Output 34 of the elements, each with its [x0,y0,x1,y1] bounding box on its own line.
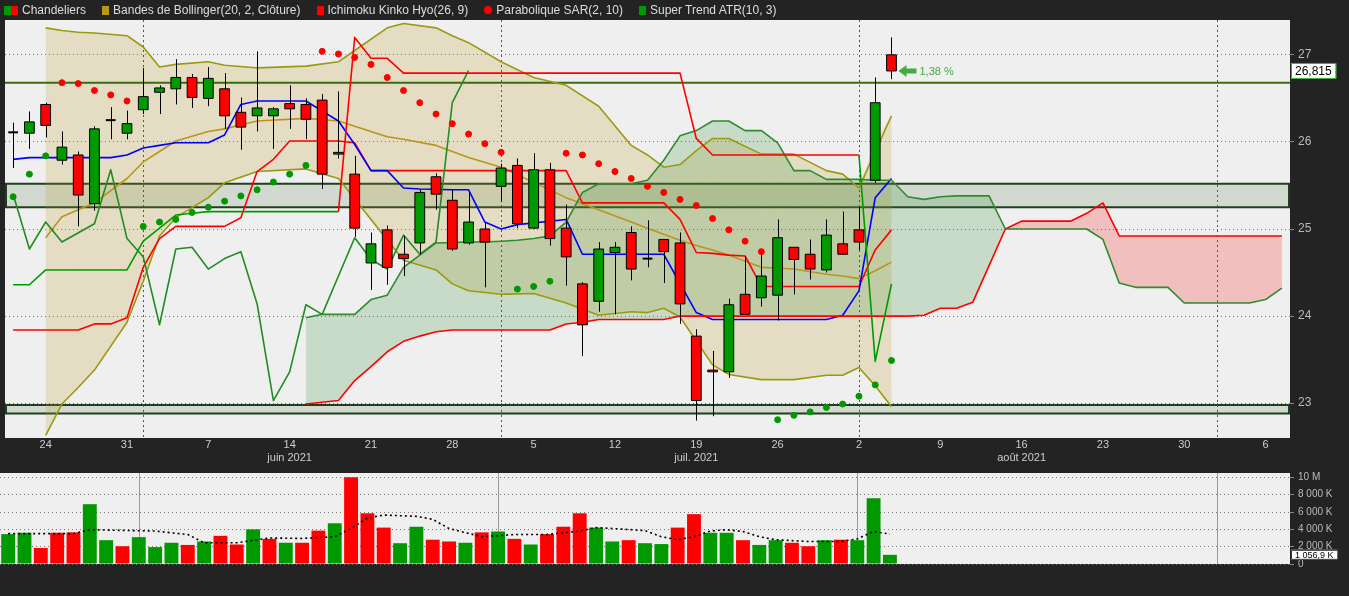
y-tick-label: 4 000 K [1298,523,1333,535]
y-tick-label: 6 000 K [1298,505,1333,517]
x-tick-label: 7 [205,438,212,451]
x-tick-label: 2 [855,438,863,451]
x-tick-label: 23 [1096,438,1110,451]
x-tick-label: 19 juil. 2021 [673,438,719,464]
x-tick-label: 21 [364,438,378,451]
y-tick-label: 24 [1298,308,1312,323]
text: 1 056,9 K [1295,549,1334,560]
y-tick-label: 8 000 K [1298,488,1333,500]
legend-label: Chandeliers [22,3,87,17]
x-tick-label: 12 [608,438,622,451]
x-tick-label: 16 août 2021 [997,438,1047,464]
x-tick-label: 14 juin 2021 [266,438,312,464]
x-tick-label: 9 [937,438,944,451]
x-tick-label: 30 [1178,438,1191,451]
y-tick-label: 23 [1298,395,1312,410]
annotation: 1,38 % [919,64,954,77]
y-tick-label: 10 M [1298,471,1321,483]
legend-label: Super Trend ATR(10, 3) [649,3,777,17]
text: 26,815 [1295,63,1333,78]
y-tick-label: 27 [1298,47,1312,62]
y-tick-label: 2 000 K [1298,540,1333,552]
x-tick-label: 6 [1262,438,1269,451]
legend-label: Parabolique SAR(2, 10) [496,3,623,17]
x-tick-label: 31 [120,438,134,451]
legend-label: Bandes de Bollinger(20, 2, Clôture) [113,3,301,17]
x-tick-label: 28 [446,438,459,451]
x-tick-label: 5 [530,438,537,451]
y-tick-label: 25 [1298,221,1312,236]
x-tick-label: 24 [39,438,52,451]
legend-label: Ichimoku Kinko Hyo(26, 9) [327,3,469,17]
y-tick-label: 26 [1298,134,1312,149]
x-tick-label: 26 [771,438,784,451]
